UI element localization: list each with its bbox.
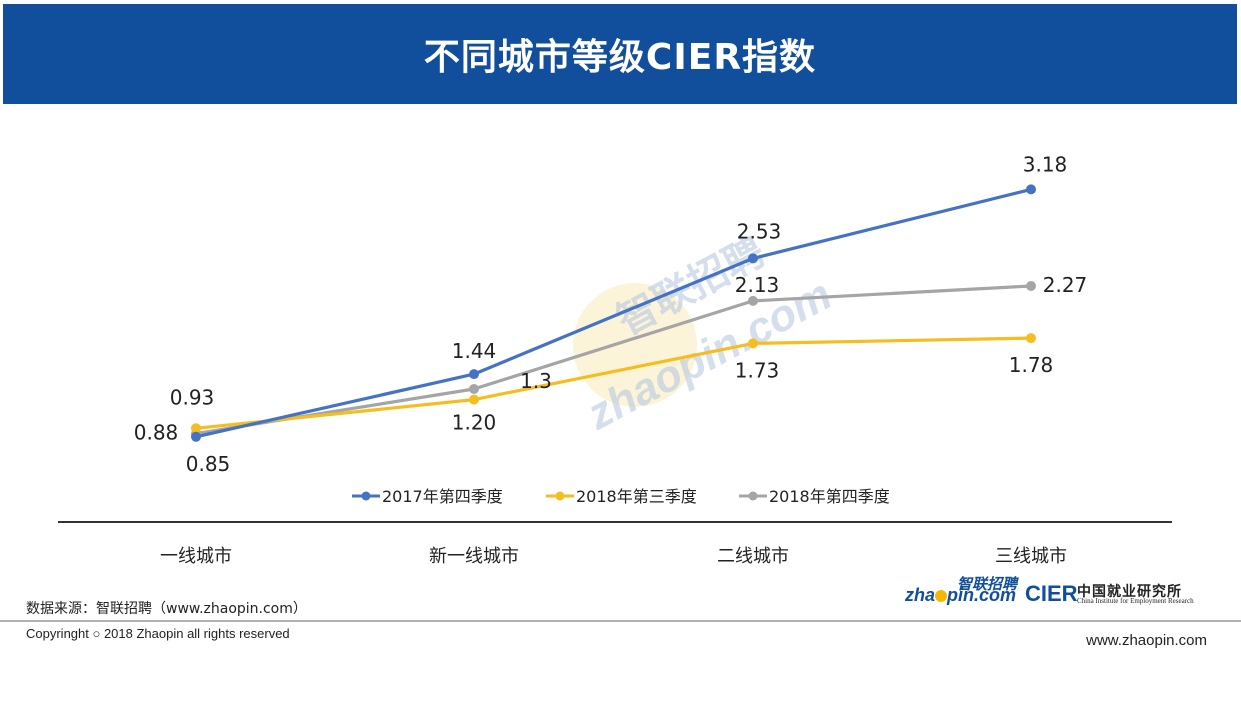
- series-line-1: [195, 187, 1032, 439]
- data-point-s2-2: [469, 394, 479, 405]
- x-tick-label-4: 三线城市: [995, 546, 1067, 567]
- x-axis-line: [58, 521, 1172, 523]
- data-point-s1-2: [469, 369, 479, 380]
- cier-logo-wordmark: CIER: [1025, 581, 1078, 606]
- data-point-s2-1: [191, 423, 201, 434]
- data-label-s1-4: 3.18: [1023, 152, 1068, 176]
- data-point-s1-1: [191, 431, 201, 442]
- data-label-s3-1: 0.88: [134, 421, 179, 445]
- data-point-s2-3: [748, 338, 758, 349]
- series-line-3: [195, 284, 1032, 436]
- title-banner: 不同城市等级CIER指数: [3, 4, 1237, 104]
- cier-logo-cn: 中国就业研究所: [1077, 584, 1182, 600]
- data-point-s1-4: [1026, 184, 1036, 195]
- legend-label-3: 2018年第四季度: [769, 487, 890, 506]
- data-label-s2-3: 1.73: [735, 358, 780, 382]
- data-label-s1-3: 2.53: [737, 219, 782, 243]
- data-label-layer: 0.85 1.44 2.53 3.18 0.93 1.20 1.73 1.78 0.88 1.3 2…: [134, 152, 1088, 475]
- footer-divider: [0, 620, 1241, 622]
- zhaopin-logo-cn: 智联招聘: [957, 575, 1018, 593]
- x-tick-label-1: 一线城市: [160, 546, 232, 567]
- series-line-2: [195, 336, 1032, 430]
- data-label-s1-1: 0.85: [186, 452, 231, 476]
- zhaopin-logo-wordmark: zha pin.com: [905, 585, 1017, 605]
- data-label-s2-4: 1.78: [1009, 353, 1054, 377]
- data-point-s3-4: [1026, 281, 1036, 291]
- data-label-s3-2: 1.3: [520, 369, 552, 393]
- line-chart: 0.85 1.44 2.53 3.18 0.93 1.20 1.73 1.78 0.88 1.3 2…: [134, 152, 1088, 506]
- page-title: 不同城市等级CIER指数: [423, 37, 817, 78]
- data-point-s3-3: [748, 295, 758, 306]
- data-label-s2-1: 0.93: [170, 385, 215, 409]
- legend-label-2: 2018年第三季度: [576, 487, 697, 506]
- copyright-text: Copyringht ○ 2018 Zhaopin all rights res…: [26, 626, 290, 641]
- zhaopin-dot-icon: [935, 590, 948, 603]
- series-layer: [191, 184, 1036, 442]
- data-label-s1-2: 1.44: [452, 339, 497, 363]
- data-label-s3-3: 2.13: [735, 273, 780, 297]
- zhaopin-logo: 智联招聘 zha pin.com: [905, 573, 1019, 607]
- x-tick-label-2: 新一线城市: [429, 546, 519, 567]
- data-source: 数据来源：智联招聘（www.zhaopin.com）: [26, 601, 307, 617]
- data-point-s1-3: [748, 253, 758, 264]
- cier-logo-en: China Institute for Employment Research: [1077, 597, 1194, 605]
- legend-marker-2: [555, 491, 565, 501]
- data-label-s3-4: 2.27: [1043, 273, 1088, 297]
- legend-label-1: 2017年第四季度: [382, 487, 503, 506]
- data-point-s3-2: [469, 384, 479, 394]
- legend: 2017年第四季度 2018年第三季度 2018年第四季度: [352, 487, 890, 506]
- legend-marker-3: [748, 491, 758, 501]
- x-tick-label-3: 二线城市: [717, 546, 789, 567]
- website-link: www.zhaopin.com: [1086, 632, 1207, 649]
- legend-marker-1: [361, 491, 371, 501]
- data-point-s2-4: [1026, 333, 1036, 344]
- data-label-s2-2: 1.20: [452, 411, 497, 435]
